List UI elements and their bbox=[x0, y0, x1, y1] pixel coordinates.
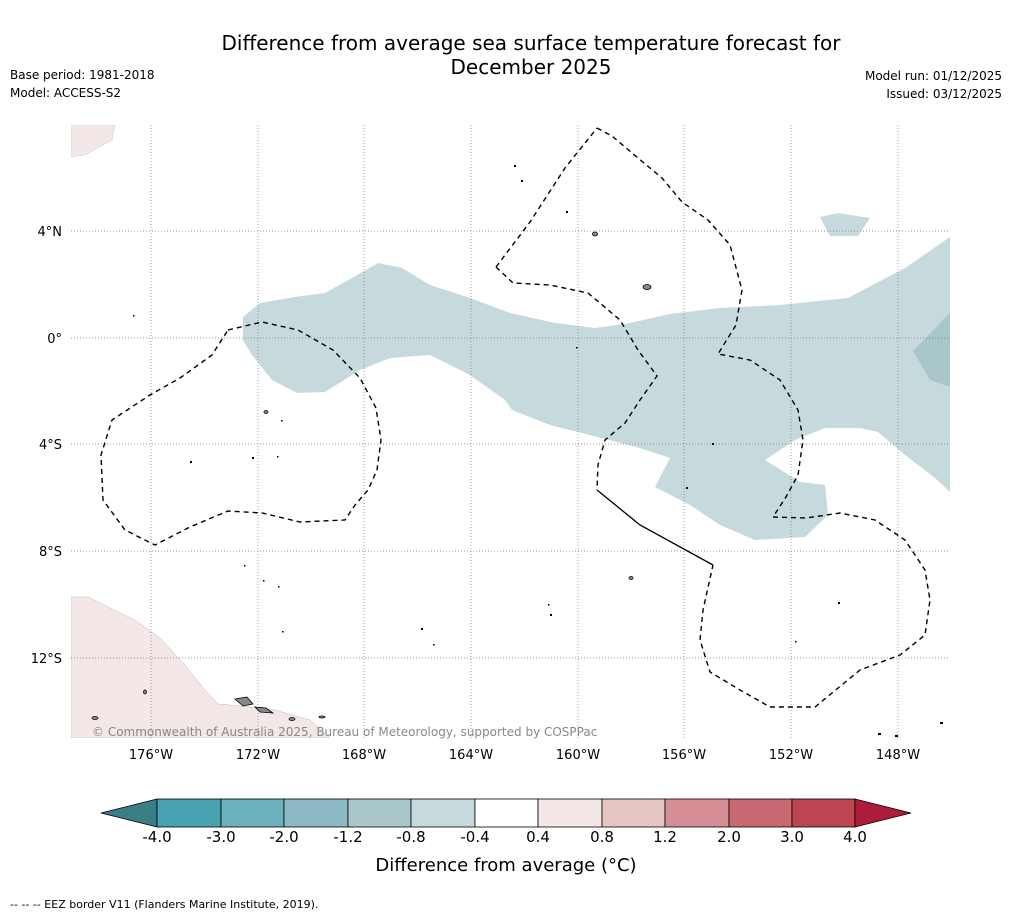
right-metadata: Model run: 01/12/2025 Issued: 03/12/2025 bbox=[865, 67, 1002, 103]
latitude-labels: 4°N 0° 4°S 8°S 12°S bbox=[31, 225, 62, 667]
colorbar-tick-2: -3.0 bbox=[206, 828, 236, 846]
title-line-2: December 2025 bbox=[450, 55, 612, 79]
island-atoll-7 bbox=[288, 717, 296, 721]
colorbar-tick-5: -0.8 bbox=[396, 828, 426, 846]
islands bbox=[91, 231, 652, 721]
colorbar-tick-4: -1.2 bbox=[333, 828, 363, 846]
lon-label-156w: 156°W bbox=[662, 748, 706, 763]
colorbar-segment-7 bbox=[537, 798, 603, 828]
lon-label-152w: 152°W bbox=[769, 748, 813, 763]
colorbar-tick-11: 3.0 bbox=[780, 828, 804, 846]
left-metadata: Base period: 1981-2018 Model: ACCESS-S2 bbox=[10, 66, 155, 102]
colorbar-segment-4 bbox=[347, 798, 412, 828]
model-run: Model run: 01/12/2025 bbox=[864, 69, 1002, 83]
lat-label-12s: 12°S bbox=[31, 652, 62, 667]
colorbar-tick-3: -2.0 bbox=[269, 828, 299, 846]
eez-footnote: -- -- -- EEZ border V11 (Flanders Marine… bbox=[10, 898, 319, 911]
colorbar-tick-7: 0.4 bbox=[526, 828, 550, 846]
eez-border-phoenix-line-islands bbox=[596, 127, 931, 708]
lat-label-4n: 4°N bbox=[38, 225, 63, 240]
lon-label-168w: 168°W bbox=[342, 748, 386, 763]
warm-anomaly-top-left bbox=[71, 125, 116, 158]
chart-title: Difference from average sea surface temp… bbox=[140, 31, 922, 79]
colorbar-segment-10 bbox=[728, 798, 793, 828]
colorbar-tick-6: -0.4 bbox=[460, 828, 490, 846]
lat-label-0: 0° bbox=[47, 332, 62, 347]
title-line-1: Difference from average sea surface temp… bbox=[221, 31, 841, 55]
colorbar-tick-10: 2.0 bbox=[717, 828, 741, 846]
island-atoll-6 bbox=[91, 716, 99, 720]
issued-date: Issued: 03/12/2025 bbox=[886, 87, 1002, 101]
colorbar-title: Difference from average (°C) bbox=[375, 855, 637, 876]
gridlines bbox=[71, 125, 950, 738]
cool-anomaly-band bbox=[243, 237, 950, 540]
colorbar-segment-2 bbox=[220, 798, 285, 828]
base-period: Base period: 1981-2018 bbox=[10, 68, 155, 82]
eez-border-kiribati-inner bbox=[495, 266, 658, 491]
colorbar-under-arrow bbox=[100, 798, 158, 828]
lat-label-8s: 8°S bbox=[39, 545, 62, 560]
colorbar-segment-5 bbox=[410, 798, 476, 828]
warm-anomaly-bottom-left bbox=[71, 596, 331, 738]
island-samoa-small bbox=[253, 706, 275, 714]
eez-border-tokelau bbox=[100, 321, 382, 546]
island-atoll-2 bbox=[642, 284, 652, 290]
lon-label-160w: 160°W bbox=[556, 748, 600, 763]
colorbar-segment-6 bbox=[474, 798, 539, 828]
maritime-boundary-solid bbox=[596, 489, 714, 566]
island-samoa-large bbox=[234, 696, 254, 707]
lon-label-172w: 172°W bbox=[236, 748, 280, 763]
lon-label-164w: 164°W bbox=[449, 748, 493, 763]
colorbar-over-arrow bbox=[854, 798, 912, 828]
island-atoll-1 bbox=[592, 231, 598, 237]
colorbar-tick-8: 0.8 bbox=[590, 828, 614, 846]
colorbar-segment-11 bbox=[791, 798, 856, 828]
colorbar-tick-12: 4.0 bbox=[843, 828, 867, 846]
eez-border-kiribati-gilbert bbox=[495, 127, 598, 268]
eez-borders bbox=[100, 127, 931, 708]
island-atoll-4 bbox=[628, 576, 634, 580]
colorbar-segment-8 bbox=[601, 798, 666, 828]
lon-label-148w: 148°W bbox=[876, 748, 920, 763]
copyright-notice: © Commonwealth of Australia 2025, Bureau… bbox=[92, 725, 597, 739]
small-islets bbox=[133, 165, 943, 737]
map-plot-area bbox=[71, 125, 950, 738]
colorbar bbox=[100, 798, 912, 828]
colorbar-segment-3 bbox=[283, 798, 349, 828]
cool-anomaly-small-patch bbox=[820, 213, 870, 236]
island-atoll-8 bbox=[318, 715, 326, 719]
cool-anomaly-core bbox=[913, 313, 950, 387]
lat-label-4s: 4°S bbox=[39, 438, 62, 453]
colorbar-tick-1: -4.0 bbox=[142, 828, 172, 846]
colorbar-segment-9 bbox=[664, 798, 730, 828]
lon-label-176w: 176°W bbox=[129, 748, 173, 763]
island-atoll-3 bbox=[263, 410, 269, 414]
colorbar-segment-1 bbox=[156, 798, 222, 828]
colorbar-tick-9: 1.2 bbox=[653, 828, 677, 846]
model-name: Model: ACCESS-S2 bbox=[10, 86, 122, 100]
island-atoll-5 bbox=[143, 689, 147, 695]
longitude-labels: 176°W 172°W 168°W 164°W 160°W 156°W 152°… bbox=[129, 748, 920, 763]
